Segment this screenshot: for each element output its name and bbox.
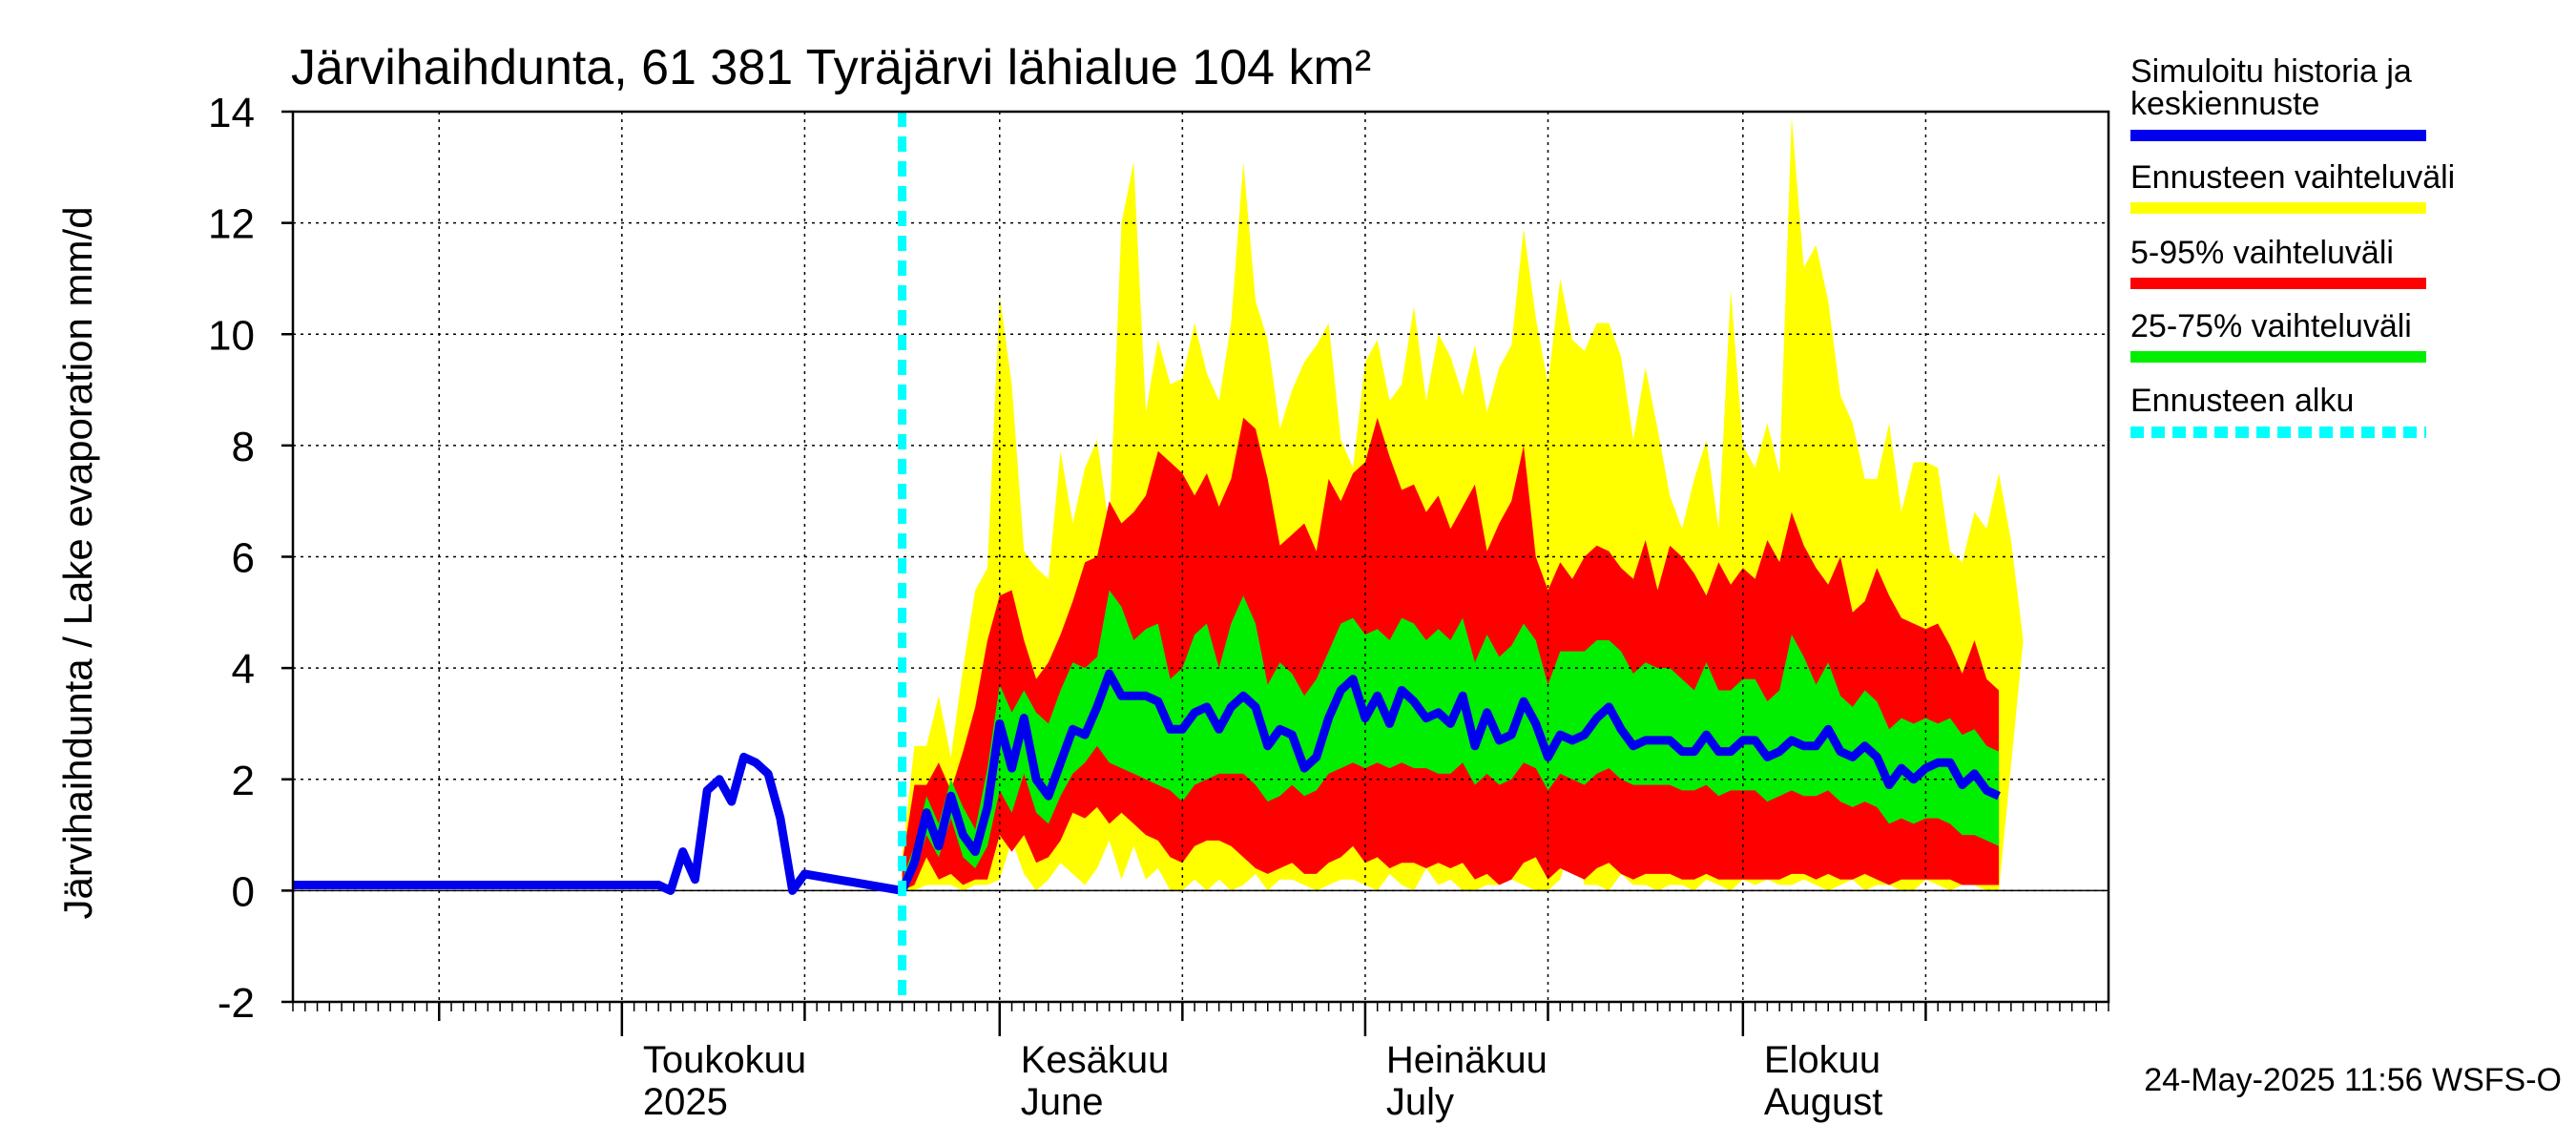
y-tick-label: 10 [208,312,255,359]
x-month-label-fi: Heinäkuu [1386,1039,1548,1081]
legend-entry: Ennusteen vaihteluväli [2130,159,2455,214]
legend-label: 5-95% vaihteluväli [2130,235,2394,271]
legend-entry: 25-75% vaihteluväli [2130,308,2426,363]
chart-title: Järvihaihdunta, 61 381 Tyräjärvi lähialu… [291,40,1371,95]
y-tick-label: 4 [232,646,255,693]
x-month-label-en: July [1386,1081,1454,1123]
legend-label: Ennusteen vaihteluväli [2130,159,2455,196]
x-month-label-en: 2025 [643,1081,728,1123]
y-tick-label: -2 [218,980,255,1027]
legend-label: Ennusteen alku [2130,383,2354,419]
legend-label: 25-75% vaihteluväli [2130,308,2412,344]
legend-entry: Ennusteen alku [2130,383,2426,438]
x-month-label-fi: Kesäkuu [1021,1039,1170,1081]
x-month-label-fi: Elokuu [1764,1039,1880,1081]
band-25-75 [902,590,2000,891]
x-month-label-en: August [1764,1081,1883,1123]
y-tick-label: 6 [232,535,255,582]
y-tick-label: 0 [232,868,255,915]
y-tick-label: 8 [232,424,255,470]
legend-entry: Simuloitu historia ja keskiennuste [2130,53,2426,141]
x-month-label-en: June [1021,1081,1104,1123]
legend-entry: 5-95% vaihteluväli [2130,235,2426,289]
x-month-label-fi: Toukokuu [643,1039,806,1081]
timestamp: 24-May-2025 11:56 WSFS-O [2144,1062,2562,1098]
series-median-line [293,669,2001,895]
legend-label: Simuloitu historia ja keskiennuste [2130,53,2412,122]
y-tick-label: 12 [208,201,255,248]
y-axis-label: Järvihaihdunta / Lake evaporation mm/d [55,206,100,919]
y-tick-label: 2 [232,758,255,804]
y-tick-label: 14 [208,90,255,136]
legend: Simuloitu historia ja keskiennuste Ennuste… [2130,53,2455,438]
